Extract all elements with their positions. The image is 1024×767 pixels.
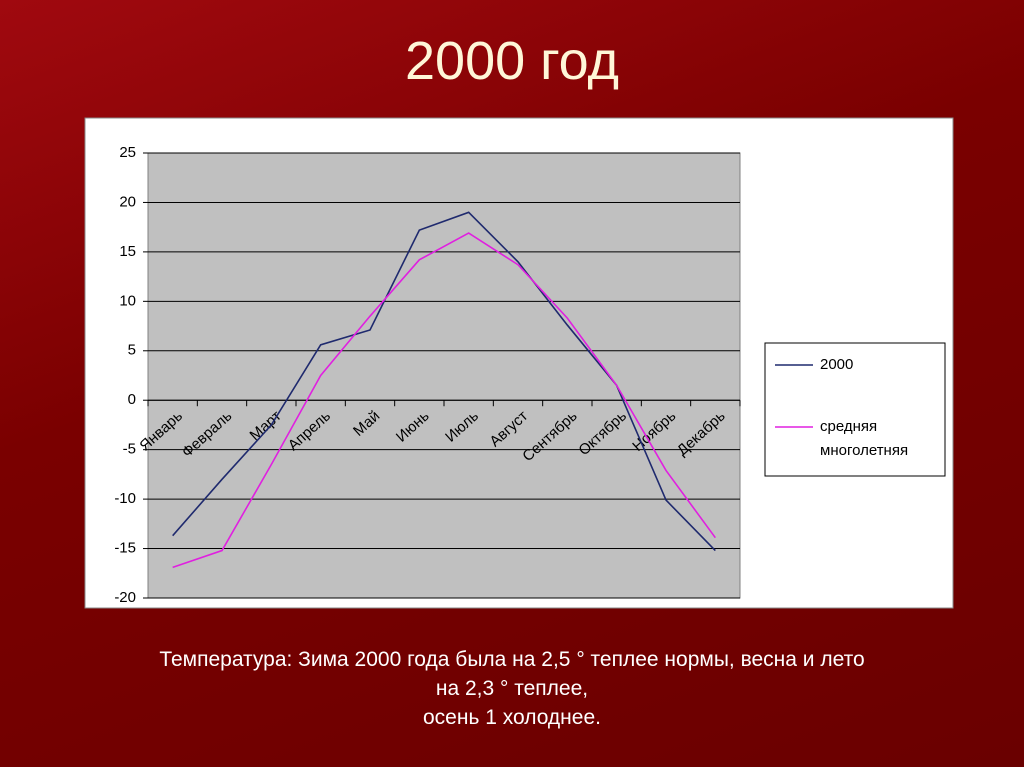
y-tick-label: -10 [114,490,136,507]
plot-area [147,152,741,599]
caption-line: на 2,3 ° теплее, [435,677,589,700]
series-line [172,211,716,552]
y-tick-label: -20 [114,589,136,606]
y-tick-label: 25 [119,144,136,161]
slide-title: 2000 год [405,31,619,91]
y-tick-label: 15 [119,243,136,260]
y-tick-label: 0 [128,391,136,408]
y-tick-label: 20 [119,193,136,210]
caption: Температура: Зима 2000 года была на 2,5 … [60,645,964,732]
series-line [172,232,716,569]
legend-label: 2000 [820,356,853,373]
legend [764,342,946,477]
y-tick-label: 10 [119,292,136,309]
y-tick-label: -5 [123,441,136,458]
y-tick-label: 5 [128,342,136,359]
y-tick-label: -15 [114,540,136,557]
caption-line: Температура: Зима 2000 года была на 2,5 … [159,648,865,671]
legend-label: средняя многолетняя [820,418,908,459]
caption-line: осень 1 холоднее. [423,706,601,729]
